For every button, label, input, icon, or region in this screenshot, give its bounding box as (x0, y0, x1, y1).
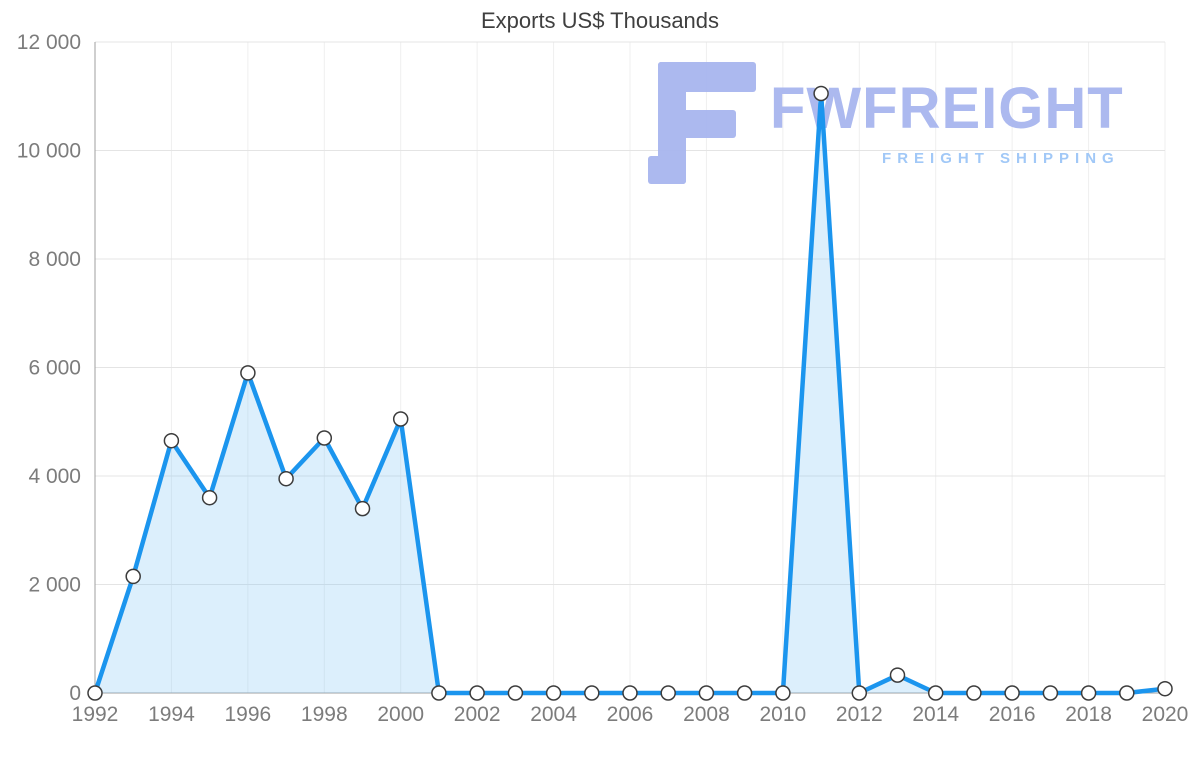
x-tick-label: 1996 (224, 703, 271, 726)
x-tick-label: 2006 (607, 703, 654, 726)
y-tick-label: 8 000 (28, 248, 81, 271)
y-tick-label: 12 000 (17, 31, 81, 54)
x-tick-label: 2008 (683, 703, 730, 726)
x-tick-label: 2016 (989, 703, 1036, 726)
x-tick-label: 2002 (454, 703, 501, 726)
x-tick-label: 2010 (759, 703, 806, 726)
y-tick-label: 2 000 (28, 574, 81, 597)
y-tick-label: 10 000 (17, 140, 81, 163)
y-tick-label: 4 000 (28, 465, 81, 488)
x-tick-label: 2020 (1142, 703, 1189, 726)
x-tick-label: 2004 (530, 703, 577, 726)
x-tick-label: 1992 (72, 703, 119, 726)
y-tick-label: 6 000 (28, 357, 81, 380)
x-tick-label: 2014 (912, 703, 959, 726)
x-tick-label: 1994 (148, 703, 195, 726)
x-tick-label: 2012 (836, 703, 883, 726)
x-tick-label: 2018 (1065, 703, 1112, 726)
x-tick-label: 1998 (301, 703, 348, 726)
x-tick-label: 2000 (377, 703, 424, 726)
chart-title: Exports US$ Thousands (480, 8, 720, 33)
y-tick-label: 0 (69, 682, 81, 705)
